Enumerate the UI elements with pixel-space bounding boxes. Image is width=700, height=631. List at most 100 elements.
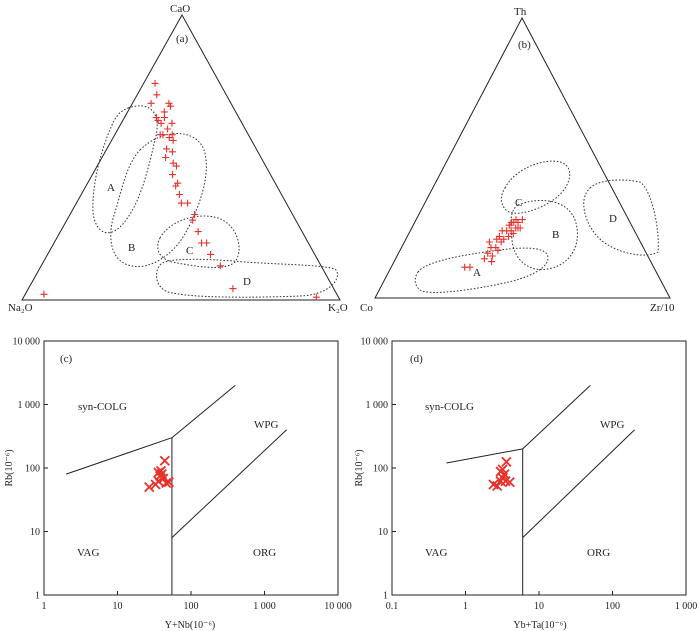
plot-c-point [159, 455, 170, 466]
ternary-a-point [184, 199, 192, 207]
plot-d-field-org: ORG [587, 547, 610, 559]
plot-d-xtick-label: 10 [534, 601, 544, 612]
ternary-a-apex-top: CaO [170, 3, 190, 15]
plot-d-field-syn-colg: syn-COLG [425, 401, 474, 413]
ternary-b-point [500, 235, 508, 243]
ternary-b-point [509, 230, 517, 238]
ternary-a-point [153, 91, 161, 99]
ternary-a-field-d-label: D [243, 276, 251, 288]
ternary-a-point [203, 239, 211, 247]
ternary-b-plus-mark [518, 216, 526, 224]
ternary-a-plus-mark [216, 262, 224, 270]
plot-c-boundary-line [171, 384, 236, 439]
ternary-b-plus-mark [488, 252, 496, 260]
plot-d-xtick-label: 1 000 [675, 601, 698, 612]
ternary-a-plus-mark [151, 79, 159, 87]
ternary-b-plus-mark [480, 255, 488, 263]
ternary-a-point [207, 250, 215, 258]
plot-c-panel-label: (c) [60, 353, 73, 365]
ternary-a-plus-mark [163, 145, 171, 153]
ternary-a-point [229, 285, 237, 293]
ternary-a-frame [21, 13, 341, 301]
plot-d-xtick-label: 100 [605, 601, 620, 612]
ternary-b-plus-mark [488, 258, 496, 266]
ternary-b-point [485, 238, 493, 246]
ternary-b-field-a-outline [414, 247, 549, 293]
plot-d-panel-label: (d) [410, 353, 423, 365]
plot-c-field-wpg: WPG [254, 419, 279, 431]
plot-c-field-org: ORG [253, 547, 276, 559]
ternary-a-plus-mark [169, 136, 177, 144]
ternary-b-point [480, 255, 488, 263]
ternary-b-plus-mark [466, 263, 474, 271]
plot-d-ytick-label: 1 [383, 591, 388, 602]
ternary-a-point [162, 154, 170, 161]
ternary-b-points [461, 216, 526, 271]
plot-d-xtick-label: 1 [463, 601, 468, 612]
ternary-b-plus-mark [500, 235, 508, 243]
ternary-a-field-c-outline [157, 215, 240, 268]
ternary-a-point [169, 171, 177, 179]
plot-d-field-vag: VAG [425, 547, 447, 559]
ternary-b-plus-mark [485, 238, 493, 246]
plot-d: (d) syn-COLG WPG VAG ORG Yb+Ta(10⁻⁶) Rb(… [354, 337, 697, 631]
ternary-b-apex-right: Zr/10 [650, 302, 675, 314]
ternary-a-field-b-outline [110, 133, 207, 267]
ternary-a-plus-mark [159, 131, 167, 139]
ternary-b-field-b-label: B [552, 229, 559, 241]
ternary-b-plus-mark [516, 224, 524, 232]
ternary-a-apex-left: Na₂O [8, 302, 33, 314]
ternary-a-panel-label: (a) [176, 33, 189, 45]
plot-d-boundary-line [522, 429, 635, 539]
ternary-a-point [157, 119, 165, 127]
plot-d-point [501, 456, 512, 467]
plot-d-boundary-line [446, 448, 523, 464]
ternary-b-point [494, 246, 502, 254]
ternary-a-point [147, 99, 155, 107]
ternary-a-point [194, 228, 202, 236]
plot-d-point [492, 480, 503, 492]
plot-c-point [158, 473, 169, 484]
ternary-a-plus-mark [312, 293, 320, 301]
ternary-b-plus-mark [494, 246, 502, 254]
ternary-a-point [168, 119, 176, 127]
ternary-a-point [216, 262, 224, 270]
ternary-b-panel-label: (b) [518, 39, 531, 51]
plot-c-boundaries [65, 384, 287, 595]
ternary-a-plus-mark [169, 171, 177, 179]
ternary-a-plus-mark [203, 239, 211, 247]
plot-d-boundaries [446, 385, 635, 595]
ternary-a-point [175, 191, 183, 199]
ternary-a-plus-mark [189, 216, 197, 224]
ternary-b-point [495, 232, 503, 240]
ternary-a-point [189, 216, 197, 224]
ternary-a-plus-mark [166, 102, 174, 110]
plot-c-ytick-label: 1 [35, 591, 40, 602]
ternary-a-plus-mark [162, 154, 170, 161]
ternary-a-point [166, 102, 174, 110]
plot-d-xtick-label: 0.1 [386, 601, 399, 612]
ternary-b-plus-mark [505, 232, 513, 240]
ternary-a-field-a-label: A [107, 182, 115, 194]
ternary-b-field-b-outline [510, 199, 578, 270]
ternary-b-point [516, 224, 524, 232]
ternary-a-plus-mark [184, 199, 192, 207]
plot-c-xtick-label: 100 [184, 601, 199, 612]
ternary-b-field-d-label: D [609, 213, 617, 225]
ternary-b-point [518, 216, 526, 224]
ternary-a-point [177, 199, 185, 207]
plot-c: (c) syn-COLG WPG VAG ORG Y+Nb(10⁻⁶) Rb(1… [4, 337, 352, 631]
ternary-a: CaO (a) Na₂O K₂O A B C D [8, 3, 348, 314]
plot-d-field-wpg: WPG [600, 419, 625, 431]
ternary-a-point [40, 290, 48, 298]
ternary-b-frame [374, 16, 671, 299]
ternary-a-plus-mark [229, 285, 237, 293]
ternary-b-apex-left: Co [360, 302, 373, 314]
ternary-a-point [174, 179, 182, 187]
plot-c-points [144, 455, 175, 493]
ternary-a-plus-mark [175, 191, 183, 199]
ternary-a-plus-mark [207, 250, 215, 258]
plot-c-boundary-line [65, 437, 173, 475]
